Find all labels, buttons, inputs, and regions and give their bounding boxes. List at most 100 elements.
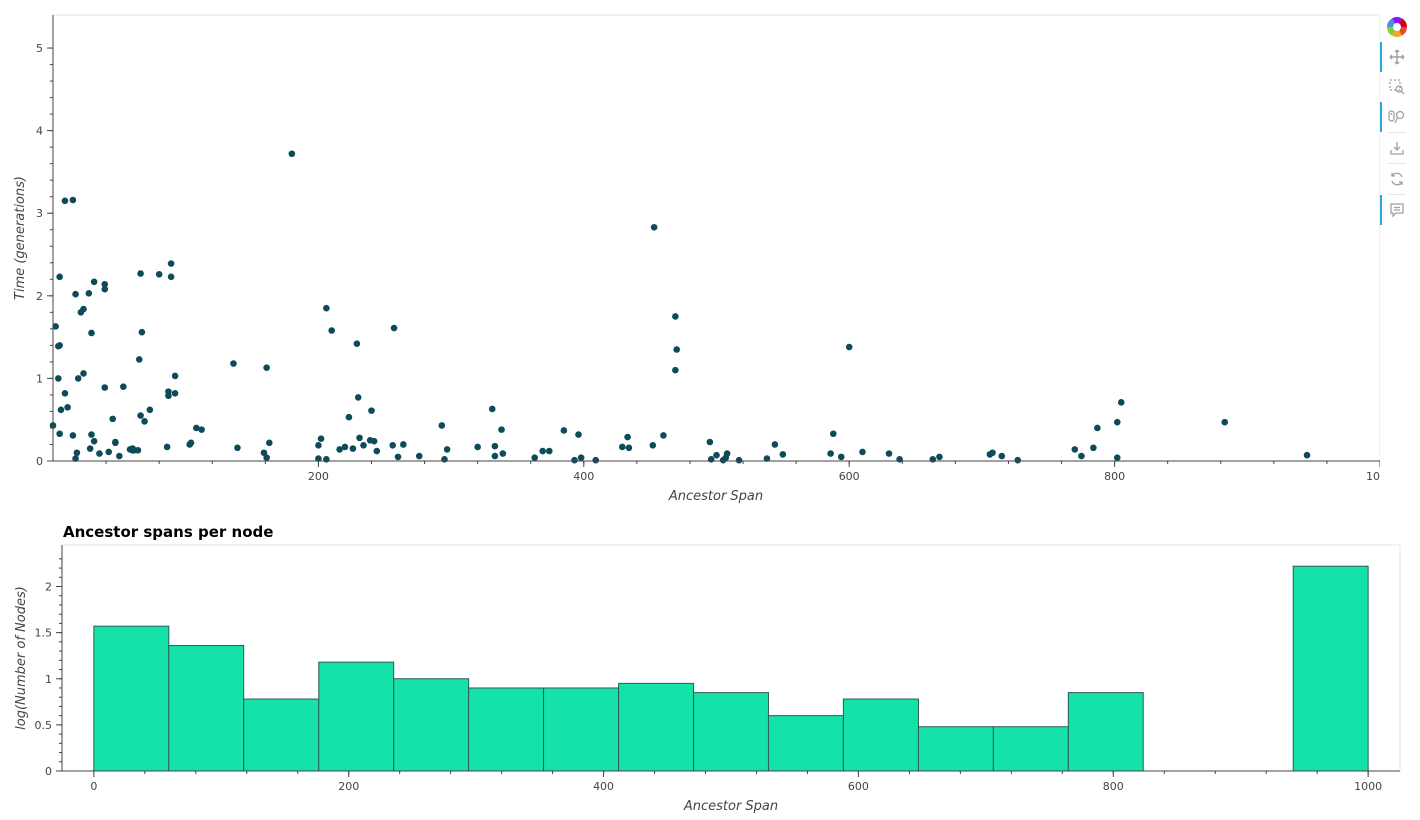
scatter-y-axis-label: Time (generations) (13, 176, 28, 300)
histogram-x-axis-label: Ancestor Span (683, 799, 778, 814)
pan-tool[interactable] (1380, 42, 1414, 72)
scatter-point (96, 450, 103, 457)
toolbar-separator (1388, 194, 1406, 195)
scatter-point (354, 394, 362, 401)
hover-tool[interactable] (1380, 195, 1414, 225)
scatter-point (116, 452, 123, 460)
histogram-bar (842, 698, 919, 772)
wheel-zoom-tool[interactable] (1380, 102, 1414, 132)
scatter-point (260, 449, 268, 457)
scatter-point (625, 444, 633, 452)
scatter-point (171, 389, 179, 397)
scatter-point (112, 438, 119, 446)
scatter-point (349, 445, 357, 452)
wheel-zoom-icon (1388, 110, 1405, 124)
scatter-point (885, 450, 893, 457)
scatter-point (845, 343, 853, 351)
scatter-point (137, 270, 144, 277)
histogram-bar (917, 726, 994, 772)
scatter-y-tick-label: 0 (36, 455, 43, 468)
scatter-plot[interactable]: 200 400 600 800 1000 0 1 2 3 4 5 Ancestor Span Tim… (0, 0, 1380, 510)
scatter-point (929, 456, 937, 463)
toolbar-separator (1388, 132, 1406, 133)
scatter-y-tick-label: 2 (36, 290, 43, 303)
scatter-point (560, 427, 568, 434)
scatter-y-tick-label: 4 (36, 125, 43, 138)
scatter-point (1094, 424, 1101, 432)
histogram-bar (168, 645, 245, 772)
histogram-x-tick-label: 1000 (1354, 780, 1382, 793)
scatter-x-tick-label: 400 (573, 470, 594, 483)
scatter-point (1078, 452, 1085, 460)
scatter-point (90, 278, 98, 286)
histogram-axes: 0 200 400 600 800 1000 0 0.5 1 1.5 2 (35, 545, 1400, 793)
scatter-point (146, 406, 154, 414)
scatter-point (88, 329, 95, 337)
bokeh-logo[interactable] (1380, 12, 1414, 42)
scatter-point (315, 442, 322, 449)
scatter-point (390, 324, 398, 332)
histogram-bars (93, 565, 1369, 772)
histogram-bar (318, 661, 395, 772)
scatter-point (109, 415, 117, 423)
scatter-x-tick-label: 600 (839, 470, 860, 483)
histogram-y-axis-label: log(Number of Nodes) (14, 586, 29, 730)
histogram-x-tick-label: 800 (1103, 780, 1124, 793)
reset-tool[interactable] (1380, 164, 1414, 194)
scatter-point (356, 434, 363, 442)
box-zoom-icon (1389, 79, 1405, 95)
scatter-point (575, 431, 582, 438)
scatter-point (592, 456, 600, 464)
scatter-point (936, 453, 943, 461)
box-zoom-tool[interactable] (1380, 72, 1414, 102)
scatter-point (360, 442, 367, 449)
reset-icon (1391, 172, 1403, 186)
histogram-title: Ancestor spans per node (63, 523, 273, 541)
scatter-point (779, 451, 787, 458)
scatter-point (649, 442, 657, 449)
scatter-point (69, 432, 77, 439)
scatter-point (829, 430, 837, 438)
scatter-point (1303, 451, 1311, 459)
scatter-point (373, 447, 381, 455)
scatter-point (86, 445, 94, 452)
histogram-plot[interactable]: Ancestor spans per node 0 200 400 600 800 100… (0, 515, 1420, 820)
scatter-point (491, 452, 499, 460)
scatter-point (230, 360, 237, 367)
histogram-y-tick-label: 1 (45, 673, 52, 686)
histogram-y-tick-label: 0 (45, 765, 52, 778)
scatter-point (1113, 418, 1121, 426)
scatter-point (266, 439, 273, 447)
scatter-point (491, 442, 499, 450)
scatter-x-tick-label: 1000 (1366, 470, 1380, 483)
logo-segment (1392, 17, 1402, 27)
histogram-y-tick-label: 2 (45, 581, 52, 594)
histogram-bar (1067, 692, 1144, 772)
scatter-point (499, 450, 507, 457)
scatter-point (415, 452, 423, 460)
scatter-point (134, 446, 142, 454)
scatter-point (345, 413, 353, 421)
scatter-point (336, 446, 343, 453)
scatter-point (1117, 399, 1125, 406)
move-icon (1389, 49, 1405, 65)
scatter-point (488, 405, 496, 413)
scatter-point (353, 340, 361, 348)
scatter-point (64, 404, 71, 411)
scatter-x-tick-label: 200 (308, 470, 329, 483)
scatter-point (72, 455, 79, 462)
scatter-points (49, 150, 1311, 464)
scatter-point (545, 447, 553, 455)
scatter-point (837, 453, 845, 461)
scatter-point (137, 412, 144, 419)
scatter-point (138, 328, 146, 336)
save-tool[interactable] (1380, 133, 1414, 163)
histogram-y-tick-label: 0.5 (35, 719, 53, 732)
scatter-point (263, 364, 270, 371)
plot-toolbar (1380, 12, 1414, 225)
scatter-point (713, 451, 720, 459)
scatter-point (56, 430, 63, 438)
histogram-bar (767, 715, 844, 772)
histogram-bar (393, 678, 470, 772)
scatter-point (723, 450, 731, 457)
